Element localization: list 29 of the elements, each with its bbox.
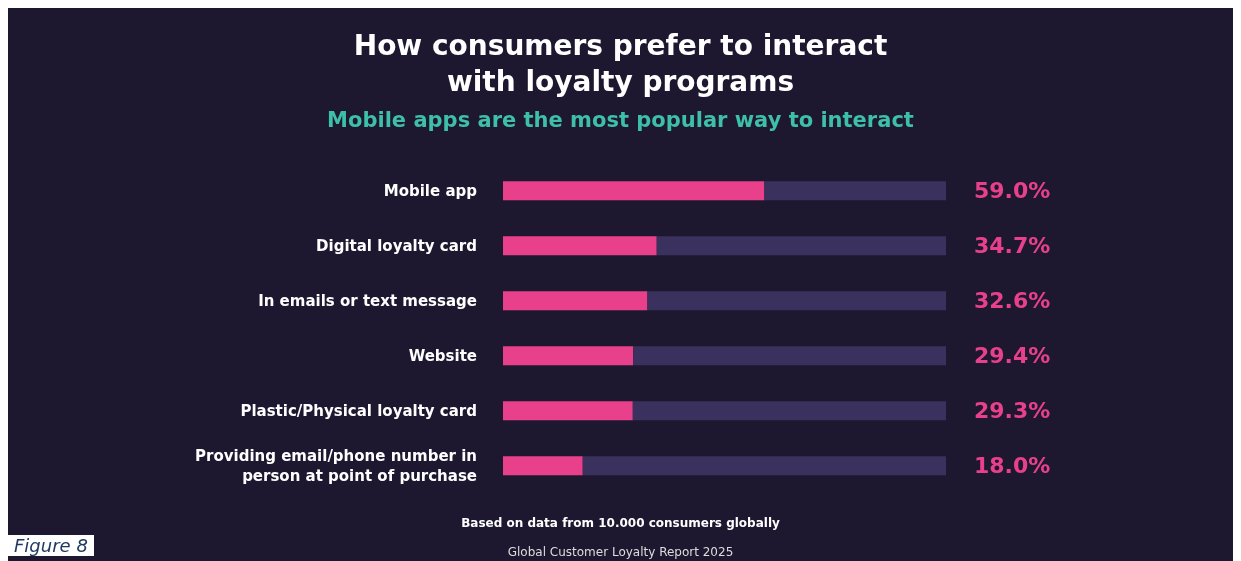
y-tick-label: Mobile app (383, 181, 478, 200)
bar (582, 456, 946, 476)
data-label: 29.4% (974, 343, 1051, 369)
chart-subtitle: Mobile apps are the most popular way to interact (326, 108, 915, 132)
text: Global Customer Loyalty Report 2025 (507, 545, 734, 559)
y-tick-label: Providing email/phone number in person at point of purchase (195, 446, 477, 485)
bar (503, 456, 583, 476)
bar (647, 291, 946, 311)
bar (503, 346, 634, 366)
y-tick-label: Plastic/Physical loyalty card (240, 401, 477, 420)
chart-title: How consumers prefer to interact with loyalty programs (352, 28, 889, 100)
data-label: 32.6% (974, 288, 1051, 314)
bar (503, 236, 657, 256)
caption: Figure 8 (8, 535, 94, 556)
y-tick-label: Digital loyalty card (316, 236, 477, 255)
bar (633, 346, 946, 366)
data-label: 34.7% (974, 233, 1051, 259)
data-label: 29.3% (974, 398, 1051, 424)
bar (503, 181, 765, 201)
data-label: 59.0% (974, 178, 1051, 204)
bar (503, 401, 633, 421)
bar (632, 401, 946, 421)
text: Based on data from 10.000 consumers globally (460, 516, 781, 530)
data-label: 18.0% (974, 453, 1051, 479)
y-tick-label: Website (408, 346, 477, 365)
y-tick-label: In emails or text message (258, 291, 477, 310)
bar (656, 236, 946, 256)
bar (764, 181, 946, 201)
bar (503, 291, 648, 311)
